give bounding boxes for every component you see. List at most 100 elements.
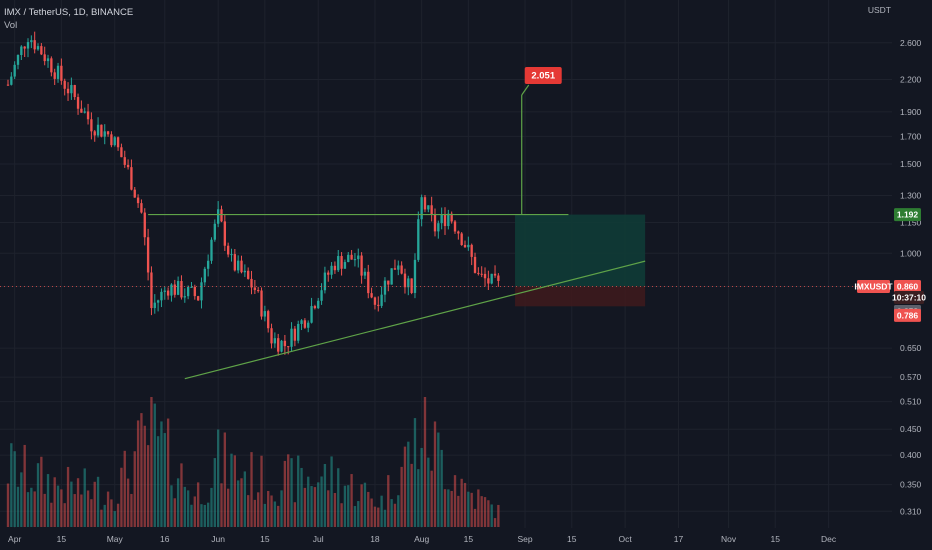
volume-bar: [153, 403, 156, 527]
candle-body: [270, 328, 273, 344]
volume-bar: [283, 460, 287, 527]
candle-body: [206, 260, 210, 269]
countdown-badge-bg: [894, 291, 924, 305]
last-price-badge: 0.860: [894, 280, 921, 294]
candle-body: [36, 46, 40, 50]
time-tick-label: 17: [674, 534, 684, 544]
time-tick-label: 15: [260, 534, 270, 544]
volume-bar: [66, 466, 70, 527]
candle-body: [473, 256, 477, 273]
candle-body: [493, 273, 497, 276]
volume-bar: [457, 495, 460, 527]
candle-body: [170, 284, 173, 296]
candle-body: [250, 278, 253, 288]
volume-bar: [126, 478, 130, 527]
volume-bar: [53, 477, 56, 527]
volume-bar: [340, 503, 343, 527]
candle-body: [190, 286, 193, 288]
volume-bar: [333, 492, 337, 527]
volume-bar: [343, 485, 347, 527]
candle-body: [230, 254, 233, 256]
time-tick-label: 15: [771, 534, 781, 544]
volume-bar: [497, 504, 500, 527]
candle-body: [290, 328, 293, 347]
candle-body: [220, 209, 223, 222]
candle-body: [283, 340, 287, 347]
candle-body: [133, 189, 136, 198]
candle-body: [303, 320, 307, 328]
candle-body: [480, 273, 483, 275]
price-tick-label: 1.900: [900, 107, 922, 117]
candle-body: [76, 97, 80, 109]
volume-bar: [440, 449, 443, 527]
candle-body: [393, 268, 397, 270]
time-tick-label: Jul: [313, 534, 324, 544]
volume-bar: [417, 469, 420, 527]
candle-body: [413, 259, 417, 293]
volume-bar: [60, 489, 63, 527]
volume-bar: [420, 447, 423, 527]
candle-body: [470, 244, 473, 257]
volume-bar: [226, 488, 230, 527]
time-axis[interactable]: Apr 15 May 16 Jun 15 Jul 18 Aug 15 Sep 15 Oct 17 Nov 15…: [8, 534, 837, 544]
volume-bar: [20, 472, 23, 527]
volume-bar: [16, 486, 20, 527]
candle-body: [337, 256, 340, 271]
stop-badge: 0.786: [894, 308, 921, 322]
volume-bar: [33, 491, 36, 527]
volume-bar: [160, 421, 163, 527]
volume-bar: [437, 432, 440, 527]
volume-bar: [260, 455, 263, 527]
stop-zone: [515, 286, 646, 307]
candle-body: [113, 137, 116, 146]
time-tick-label: 15: [567, 534, 577, 544]
volume-bar: [280, 490, 283, 527]
candle-body: [116, 137, 120, 148]
candle-body: [23, 46, 26, 49]
volume-bar: [353, 506, 357, 527]
candle-body: [163, 290, 166, 292]
candle-body: [257, 290, 260, 292]
volume-bar: [470, 492, 473, 527]
grid: [0, 0, 892, 528]
volume-bar: [96, 476, 100, 527]
candle-body: [103, 131, 106, 137]
volume-legend[interactable]: Vol: [4, 20, 18, 31]
target-zone: [515, 214, 646, 287]
volume-bar: [447, 489, 450, 527]
price-tick-label: 0.350: [900, 480, 922, 490]
volume-bar: [250, 452, 253, 527]
candle-body: [60, 65, 63, 81]
candle-body: [450, 213, 453, 222]
volume-bar: [240, 478, 243, 527]
symbol-title[interactable]: IMX / TetherUS, 1D, BINANCE: [4, 7, 134, 18]
volume-bar: [390, 499, 393, 527]
volume-bar: [277, 505, 280, 527]
volume-bar: [200, 504, 203, 527]
volume-bar: [257, 492, 260, 527]
volume-bar: [373, 506, 377, 527]
volume-bar: [130, 493, 133, 527]
candle-body: [13, 64, 16, 77]
candle-body: [357, 255, 360, 260]
price-tick-label: 1.700: [900, 131, 922, 141]
volume-bar: [483, 497, 487, 527]
volume-bar: [26, 492, 30, 527]
candle-body: [50, 58, 53, 73]
candle-body: [240, 260, 243, 273]
volume-bar: [307, 476, 310, 527]
candle-body: [253, 287, 257, 291]
volume-bars: [6, 397, 500, 527]
volume-bar: [156, 436, 160, 527]
volume-bar: [140, 413, 143, 527]
candle-body: [123, 157, 126, 165]
volume-bar: [30, 487, 33, 527]
countdown-badge-text: 10:37:10: [892, 293, 926, 303]
time-tick-label: 15: [464, 534, 474, 544]
time-tick-label: Nov: [721, 534, 737, 544]
time-tick-label: 15: [57, 534, 67, 544]
volume-bar: [263, 503, 267, 527]
time-tick-label: Oct: [619, 534, 633, 544]
candle-body: [317, 300, 320, 309]
